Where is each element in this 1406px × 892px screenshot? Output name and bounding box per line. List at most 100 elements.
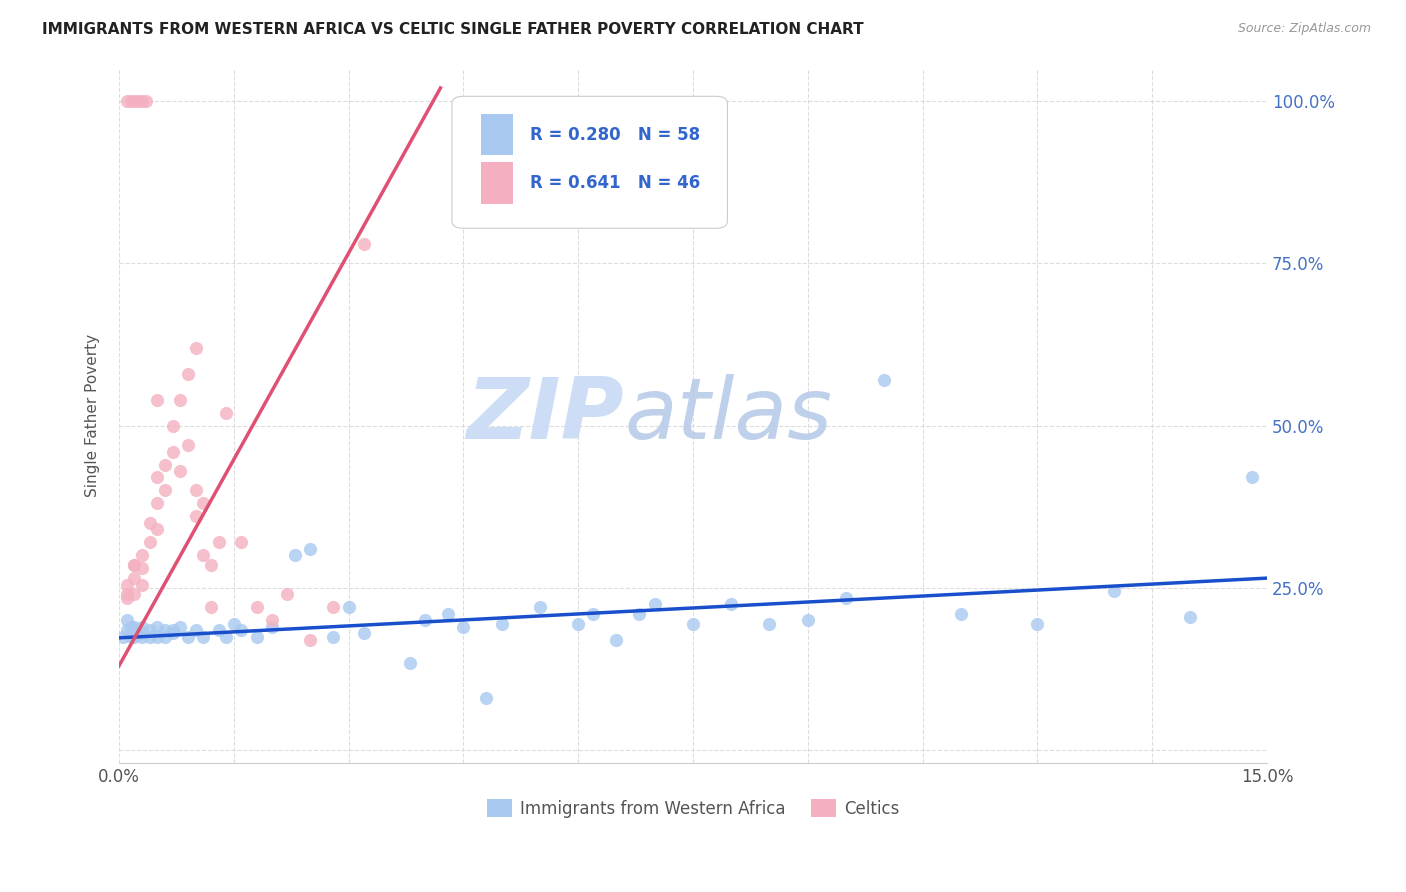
Point [337,600,360,615]
Point [835,591,858,605]
Point [529,600,551,615]
Point [322,630,344,644]
Point [184,509,207,524]
Point [177,630,200,644]
Point [758,616,780,631]
Point [475,691,498,706]
Point [138,623,160,637]
Point [115,591,138,605]
Point [153,458,176,472]
Point [284,549,307,563]
Point [1102,584,1125,599]
Point [124,571,146,585]
Point [193,549,215,563]
Point [169,464,191,478]
Point [131,626,153,640]
Point [644,597,666,611]
Point [215,406,238,420]
Point [124,630,146,644]
Point [138,630,160,644]
Point [453,620,475,634]
Point [628,607,651,621]
Point [124,558,146,573]
Point [131,561,153,575]
Point [797,613,820,627]
Bar [481,113,513,155]
Point [582,607,605,621]
Point [131,94,153,108]
Point [162,444,184,458]
Point [115,587,138,601]
Point [276,587,298,601]
Point [720,597,742,611]
Point [207,535,229,549]
Point [207,623,229,637]
Point [135,94,157,108]
Point [146,620,169,634]
FancyBboxPatch shape [451,96,727,228]
Point [184,623,207,637]
Text: IMMIGRANTS FROM WESTERN AFRICA VS CELTIC SINGLE FATHER POVERTY CORRELATION CHART: IMMIGRANTS FROM WESTERN AFRICA VS CELTIC… [42,22,863,37]
Point [299,541,322,556]
Point [567,616,589,631]
Point [153,630,176,644]
Point [231,623,253,637]
Point [131,577,153,591]
Text: R = 0.641   N = 46: R = 0.641 N = 46 [530,174,700,192]
Point [120,620,142,634]
Text: ZIP: ZIP [467,375,624,458]
Point [153,623,176,637]
Point [115,577,138,591]
Point [491,616,513,631]
Point [146,630,169,644]
Point [299,632,322,647]
Point [115,94,138,108]
Point [177,367,200,381]
Text: R = 0.280   N = 58: R = 0.280 N = 58 [530,126,700,144]
Point [131,620,153,634]
Point [605,632,627,647]
Point [124,587,146,601]
Point [127,626,149,640]
Point [124,620,146,634]
Point [127,94,149,108]
Point [215,630,238,644]
Point [124,94,146,108]
Point [353,236,375,251]
Point [1026,616,1049,631]
Point [111,630,134,644]
Point [200,558,222,573]
Point [146,523,169,537]
Text: atlas: atlas [624,375,832,458]
Y-axis label: Single Father Poverty: Single Father Poverty [86,334,100,498]
Legend: Immigrants from Western Africa, Celtics: Immigrants from Western Africa, Celtics [479,793,905,824]
Point [138,516,160,530]
Point [1180,610,1202,624]
Text: Source: ZipAtlas.com: Source: ZipAtlas.com [1237,22,1371,36]
Point [177,438,200,452]
Point [138,535,160,549]
Point [115,613,138,627]
Point [115,623,138,637]
Point [131,630,153,644]
Point [193,496,215,510]
Point [131,549,153,563]
Point [120,630,142,644]
Point [200,600,222,615]
Point [120,94,142,108]
Point [246,630,269,644]
Point [124,558,146,573]
Point [169,620,191,634]
Point [246,600,269,615]
Bar [481,162,513,204]
Point [353,626,375,640]
Point [162,418,184,433]
Point [682,616,704,631]
Point [873,373,896,387]
Point [184,341,207,355]
Point [1240,470,1263,484]
Point [193,630,215,644]
Point [398,656,420,670]
Point [146,392,169,407]
Point [413,613,436,627]
